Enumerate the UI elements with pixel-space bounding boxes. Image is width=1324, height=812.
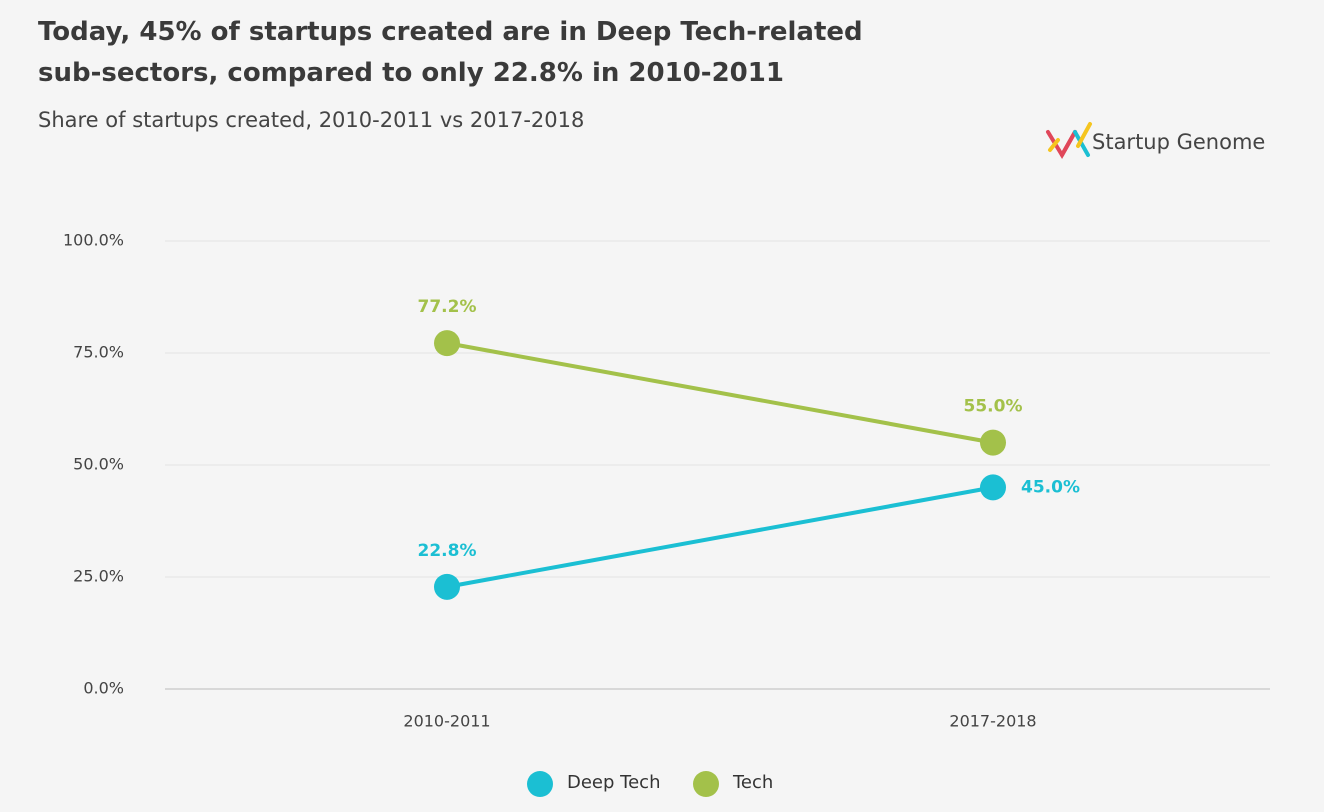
chart-subtitle: Share of startups created, 2010-2011 vs … xyxy=(38,108,584,132)
y-tick-label: 75.0% xyxy=(73,343,124,362)
logo-text: Startup Genome xyxy=(1092,130,1265,154)
data-label: 22.8% xyxy=(418,541,477,561)
data-label: 45.0% xyxy=(1021,477,1080,497)
chart-title: Today, 45% of startups created are in De… xyxy=(38,17,863,88)
x-tick-label: 2017-2018 xyxy=(949,712,1036,731)
title-line: sub-sectors, compared to only 22.8% in 2… xyxy=(38,58,784,88)
logo-icon xyxy=(1046,122,1092,159)
series-line xyxy=(446,341,994,445)
legend-label: Tech xyxy=(732,772,773,793)
legend-marker xyxy=(693,771,719,797)
data-label: 77.2% xyxy=(418,297,477,317)
legend-marker xyxy=(527,771,553,797)
y-tick-label: 100.0% xyxy=(63,231,124,250)
y-tick-label: 25.0% xyxy=(73,567,124,586)
title-line: Today, 45% of startups created are in De… xyxy=(38,17,863,47)
series-line xyxy=(446,485,994,589)
data-point xyxy=(980,474,1006,501)
data-point xyxy=(980,429,1006,456)
legend-label: Deep Tech xyxy=(567,772,660,793)
x-tick-label: 2010-2011 xyxy=(403,712,490,731)
data-point xyxy=(434,573,460,600)
y-tick-label: 50.0% xyxy=(73,455,124,474)
y-tick-label: 0.0% xyxy=(83,679,124,698)
data-point xyxy=(434,330,460,357)
data-label: 55.0% xyxy=(964,397,1023,417)
